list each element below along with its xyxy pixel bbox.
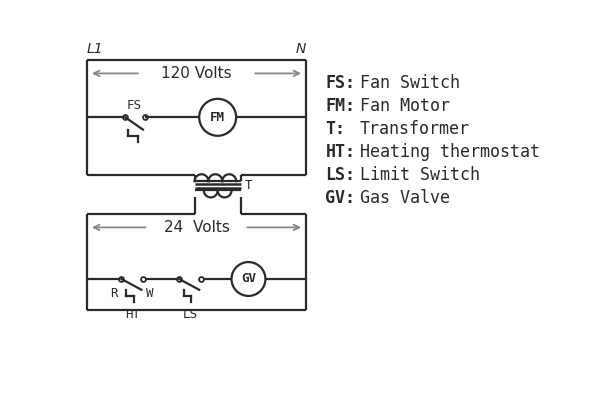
Text: T: T (245, 179, 252, 192)
Text: Gas Valve: Gas Valve (360, 189, 450, 207)
Text: LS: LS (182, 308, 198, 321)
Text: Transformer: Transformer (360, 120, 470, 138)
Text: Fan Motor: Fan Motor (360, 97, 450, 115)
Text: T:: T: (326, 120, 346, 138)
Text: N: N (296, 42, 306, 56)
Text: GV: GV (241, 272, 256, 286)
Text: R: R (110, 287, 117, 300)
Text: 24  Volts: 24 Volts (163, 220, 230, 235)
Text: Limit Switch: Limit Switch (360, 166, 480, 184)
Text: HT:: HT: (326, 143, 355, 161)
Text: GV:: GV: (326, 189, 355, 207)
Text: L1: L1 (87, 42, 103, 56)
Text: LS:: LS: (326, 166, 355, 184)
Text: 120 Volts: 120 Volts (161, 66, 232, 81)
Text: W: W (146, 287, 153, 300)
Text: Heating thermostat: Heating thermostat (360, 143, 540, 161)
Text: Fan Switch: Fan Switch (360, 74, 460, 92)
Text: FS:: FS: (326, 74, 355, 92)
Text: FM:: FM: (326, 97, 355, 115)
Text: HT: HT (124, 308, 140, 321)
Text: FS: FS (127, 99, 142, 112)
Text: FM: FM (210, 111, 225, 124)
